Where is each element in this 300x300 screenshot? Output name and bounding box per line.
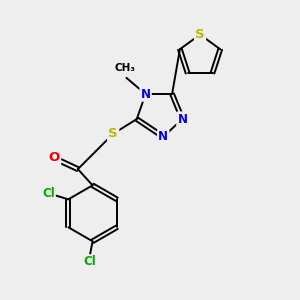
Text: N: N [158,130,168,143]
Text: N: N [177,112,188,126]
Text: Cl: Cl [83,255,96,268]
Text: Cl: Cl [42,187,55,200]
Text: CH₃: CH₃ [115,63,136,74]
Text: O: O [49,151,60,164]
Text: N: N [141,88,151,100]
Text: S: S [195,28,205,41]
Text: S: S [108,127,118,140]
